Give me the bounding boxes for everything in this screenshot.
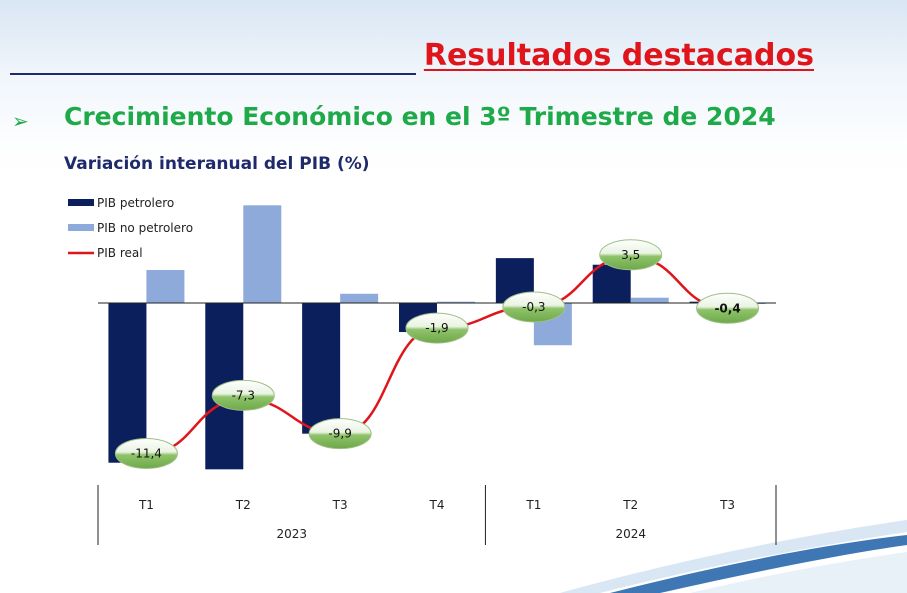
data-bubble-shape xyxy=(405,312,469,344)
data-bubble-shape xyxy=(308,418,372,450)
data-bubble: -0,4 xyxy=(696,292,760,324)
bar-pib-petrolero xyxy=(592,264,631,303)
chart-title: Variación interanual del PIB (%) xyxy=(64,154,370,174)
data-label-pib-real: 3,5 xyxy=(621,248,640,262)
data-label-pib-real: -1,9 xyxy=(425,321,448,335)
legend-label-pib-real: PIB real xyxy=(97,246,143,260)
bar-pib-no-petrolero xyxy=(243,205,282,303)
section-heading: Crecimiento Económico en el 3º Trimestre… xyxy=(64,102,776,131)
bar-pib-petrolero xyxy=(302,303,341,434)
data-label-pib-real: -11,4 xyxy=(131,446,162,460)
category-label: T1 xyxy=(525,498,541,512)
decorative-swoosh xyxy=(560,520,907,593)
data-bubble: -9,9 xyxy=(308,418,372,450)
legend-swatch-pib-no-petrolero xyxy=(68,224,94,231)
data-bubble-shape xyxy=(696,292,760,324)
group-label-2024: 2024 xyxy=(615,527,646,541)
data-label-pib-real: -0,3 xyxy=(522,300,545,314)
data-label-pib-real: -0,4 xyxy=(714,301,740,315)
chart-data-labels: -11,4 -7,3 -9,9 -1,9 -0,3 3,5 -0,4 xyxy=(114,239,760,469)
legend-swatch-pib-petrolero xyxy=(68,199,94,206)
data-bubble-shape xyxy=(599,239,663,271)
data-bubble-shape xyxy=(211,379,275,411)
bar-pib-no-petrolero xyxy=(146,270,185,303)
group-label-2023: 2023 xyxy=(276,527,307,541)
chart-legend: PIB petrolero PIB no petrolero PIB real xyxy=(68,196,193,260)
data-bubble-shape xyxy=(114,437,178,469)
legend-label-pib-petrolero: PIB petrolero xyxy=(97,196,174,210)
background-gradient xyxy=(0,0,907,140)
category-label: T2 xyxy=(235,498,251,512)
slide-title: Resultados destacados xyxy=(423,38,814,73)
category-label: T3 xyxy=(332,498,348,512)
data-bubble-shape xyxy=(502,291,566,323)
legend-label-pib-no-petrolero: PIB no petrolero xyxy=(97,221,193,235)
bar-pib-petrolero xyxy=(108,303,147,463)
data-bubble: -0,3 xyxy=(502,291,566,323)
category-label: T2 xyxy=(622,498,638,512)
category-label: T4 xyxy=(429,498,445,512)
category-label: T3 xyxy=(719,498,735,512)
data-bubble: -7,3 xyxy=(211,379,275,411)
arrowhead-bullet-icon: ➢ xyxy=(12,109,29,133)
data-bubble: -1,9 xyxy=(405,312,469,344)
category-label: T1 xyxy=(138,498,154,512)
data-bubble: -11,4 xyxy=(114,437,178,469)
category-axis: T1 T2 T3 T4 T1 T2 T3 2023 2024 xyxy=(97,485,777,545)
bar-pib-no-petrolero xyxy=(340,293,379,303)
data-bubble: 3,5 xyxy=(599,239,663,271)
chart-bars xyxy=(108,205,766,470)
bar-pib-no-petrolero xyxy=(437,301,475,303)
data-label-pib-real: -9,9 xyxy=(328,427,351,441)
title-rule xyxy=(10,73,416,75)
bar-pib-no-petrolero xyxy=(630,297,669,303)
data-label-pib-real: -7,3 xyxy=(232,388,255,402)
